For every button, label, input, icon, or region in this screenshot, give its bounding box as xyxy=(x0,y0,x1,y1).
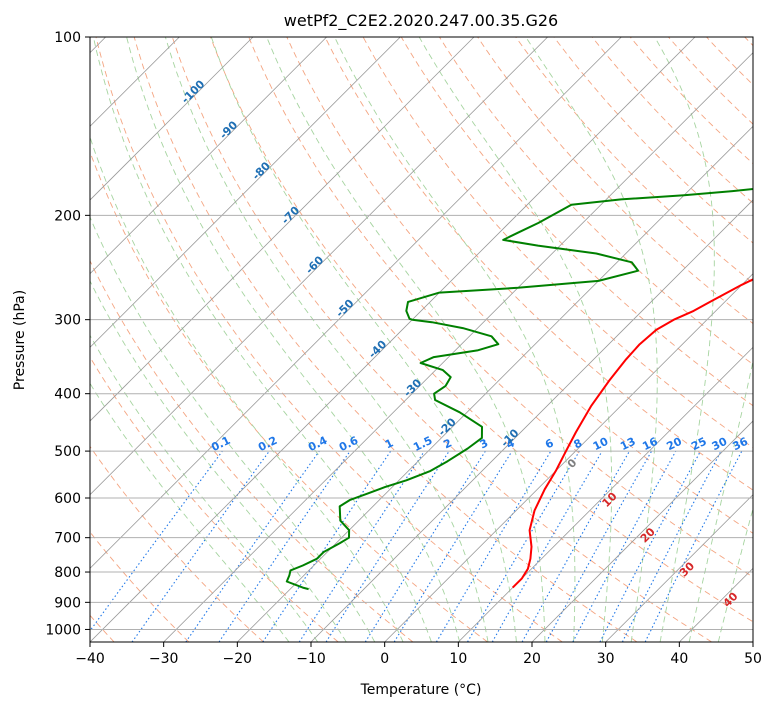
mixing-ratio-line xyxy=(572,450,677,642)
moist-adiabat-line xyxy=(90,382,290,642)
isotherm-line xyxy=(90,37,401,348)
mixing-ratio-line xyxy=(393,450,513,642)
y-tick-label: 1000 xyxy=(45,622,81,638)
moist-adiabats xyxy=(90,37,753,642)
moist-adiabat-line xyxy=(90,334,319,642)
x-tick-label: −10 xyxy=(296,651,326,667)
isotherm-line xyxy=(90,37,254,201)
dry-adiabat-line xyxy=(515,37,753,284)
x-axis-label: Temperature (°C) xyxy=(360,682,482,698)
dry-adiabat-line xyxy=(90,445,264,642)
mixing-ratio-line xyxy=(298,450,425,642)
dry-adiabat-line xyxy=(591,37,753,204)
y-tick-label: 600 xyxy=(54,491,81,507)
dry-adiabat-line xyxy=(477,37,753,325)
mixing-ratio-label: 30 xyxy=(710,435,730,454)
mixing-ratio-label: 20 xyxy=(665,435,685,454)
y-tick-label: 800 xyxy=(54,565,81,581)
moist-adiabat-line xyxy=(92,37,432,642)
y-tick-label: 400 xyxy=(54,387,81,403)
x-tick-label: 50 xyxy=(744,651,762,667)
dry-adiabat-line xyxy=(210,37,753,623)
y-axis: 100 200 300 400 500 600 700 800 900 1000 xyxy=(45,30,90,638)
dry-adiabat-line xyxy=(133,37,638,642)
isotherm-line xyxy=(531,420,753,642)
mixing-ratio-line xyxy=(262,450,392,642)
x-tick-label: 40 xyxy=(670,651,688,667)
dry-adiabat-line xyxy=(629,37,753,165)
dry-adiabat-line xyxy=(324,37,753,491)
y-tick-label: 700 xyxy=(54,531,81,547)
y-tick-label: 200 xyxy=(54,208,81,224)
isotherm-line xyxy=(90,37,327,275)
x-tick-label: 30 xyxy=(597,651,615,667)
mixing-ratio-line xyxy=(90,450,223,632)
dry-adiabats xyxy=(90,37,753,642)
x-axis: −40 −30 −20 −10 0 10 20 30 40 50 xyxy=(75,642,762,667)
isotherm-line xyxy=(384,273,753,642)
isotherms xyxy=(90,37,753,642)
mixing-ratio-line xyxy=(545,450,653,642)
mixing-ratio-label: 36 xyxy=(731,435,751,454)
mixing-ratio-lines xyxy=(90,450,743,642)
isotherm-line xyxy=(752,641,753,642)
isotherm-line xyxy=(605,494,753,642)
dewpoint-profile-line xyxy=(285,188,753,591)
mixing-ratio-line xyxy=(131,450,270,642)
y-axis-label: Pressure (hPa) xyxy=(12,290,28,390)
moist-adiabat-line xyxy=(654,37,715,642)
x-tick-label: −40 xyxy=(75,651,105,667)
dry-adiabat-line xyxy=(90,259,414,642)
moist-adiabat-line xyxy=(688,359,753,642)
pressure-gridlines xyxy=(90,37,753,630)
x-tick-label: −20 xyxy=(223,651,253,667)
y-tick-label: 100 xyxy=(54,30,81,46)
mixing-ratio-label: 10 xyxy=(591,435,611,454)
mixing-ratio-label: 16 xyxy=(640,435,660,454)
plot-area: 0.1 0.2 0.4 0.6 1 1.5 2 3 4 6 8 10 13 16 20 25 30 36-100-… xyxy=(90,37,753,642)
profile-series xyxy=(285,188,753,591)
dry-adiabat-line xyxy=(171,37,712,642)
isotherm-line xyxy=(237,125,753,642)
x-tick-label: −30 xyxy=(149,651,179,667)
mixing-ratio-label: 13 xyxy=(618,435,637,453)
mixing-ratio-line xyxy=(185,450,320,642)
temperature-profile-line xyxy=(511,278,753,589)
moist-adiabat-line xyxy=(90,216,376,642)
isotherm-line xyxy=(458,346,753,642)
mixing-ratio-line xyxy=(521,450,630,642)
moist-adiabat-line xyxy=(164,37,489,642)
isotherm-line xyxy=(163,52,753,642)
moist-adiabat-line xyxy=(90,135,404,642)
y-tick-label: 300 xyxy=(54,313,81,329)
isotherm-line xyxy=(90,37,548,496)
moist-adiabat-line xyxy=(418,37,613,642)
x-tick-label: 20 xyxy=(523,651,541,667)
moist-adiabat-line xyxy=(266,37,546,642)
dry-adiabat-line xyxy=(248,37,753,578)
mixing-ratio-label: 25 xyxy=(689,435,708,453)
dry-adiabat-line xyxy=(400,37,753,407)
plot-frame xyxy=(89,36,754,643)
mixing-ratio-line xyxy=(644,450,743,642)
isotherm-line xyxy=(310,199,753,642)
isotherm-line xyxy=(90,37,475,422)
x-tick-label: 0 xyxy=(380,651,389,667)
moist-adiabat-line xyxy=(210,37,517,642)
isotherm-line xyxy=(90,37,696,642)
x-tick-label: 10 xyxy=(449,651,467,667)
isotherm-line xyxy=(90,37,622,569)
mixing-ratio-line xyxy=(325,450,450,642)
chart-title: wetPf2_C2E2.2020.247.00.35.G26 xyxy=(284,11,558,31)
y-tick-label: 900 xyxy=(54,595,81,611)
moist-adiabat-line xyxy=(717,506,753,642)
y-tick-label: 500 xyxy=(54,444,81,460)
moist-adiabat-line xyxy=(525,37,658,642)
dry-adiabat-line xyxy=(95,37,563,642)
moist-adiabat-line xyxy=(334,37,576,642)
mixing-ratio-line xyxy=(218,450,351,642)
